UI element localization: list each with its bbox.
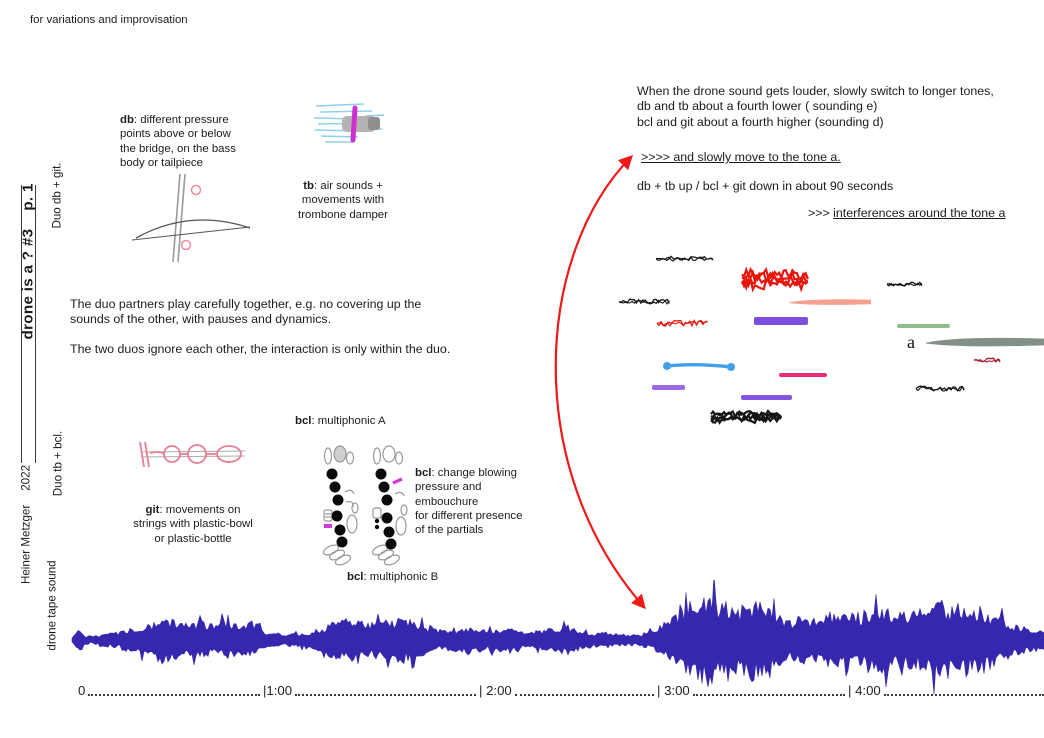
bcl-multiphonic-b-label: bcl: multiphonic B: [347, 570, 438, 584]
drone-tape-waveform: [71, 580, 1044, 695]
trombone-damper-sketch: [313, 103, 385, 143]
git-lead: git: [145, 504, 160, 517]
timeline-dots: [295, 694, 476, 696]
drone-louder-instruction: When the drone sound gets louder, slowly…: [637, 84, 994, 129]
timeline-tick-2: | 2:00: [479, 683, 512, 698]
db-text: : different pressure points above or bel…: [120, 114, 236, 169]
move-to-tone-a-instruction: >>>> and slowly move to the tone a.: [641, 150, 841, 164]
guitar-strings-sketch: [139, 441, 246, 468]
timeline-dots: [693, 694, 845, 696]
interferences-instruction: >>> interferences around the tone a: [808, 206, 1005, 221]
bcl-b-lead: bcl: [347, 571, 364, 583]
clarinet-fingering-chart-a: [322, 445, 359, 566]
timeline-tick-3: | 3:00: [657, 683, 690, 698]
timeline-dots: [515, 694, 654, 696]
ninety-seconds-instruction: db + tb up / bcl + git down in about 90 …: [637, 179, 894, 193]
damper-blob: [342, 116, 376, 132]
db-lead: db: [120, 114, 134, 127]
db-instruction: db: different pressure points above or b…: [120, 99, 255, 170]
damper-stroke: [350, 105, 358, 143]
git-instruction: git: movements on strings with plastic-b…: [127, 489, 259, 546]
duo-rules-2: The two duos ignore each other, the inte…: [70, 342, 451, 356]
tb-instruction: tb: air sounds + movements with trombone…: [283, 165, 403, 222]
bcl-a-text: : multiphonic A: [311, 415, 386, 427]
title-rule-left: [21, 185, 22, 463]
tb-lead: tb: [303, 180, 315, 193]
bcl-change-text: : change blowing pressure and embouchure…: [415, 467, 523, 537]
bcl-change-instruction: bcl: change blowing pressure and embouch…: [415, 452, 530, 537]
bcl-multiphonic-a-label: bcl: multiphonic A: [295, 414, 386, 428]
interferences-arrows: >>>: [808, 206, 834, 220]
git-text: : movements on strings with plastic-bowl…: [133, 504, 253, 545]
bcl-b-text: : multiphonic B: [363, 571, 439, 583]
timeline-tick-0: 0: [78, 683, 86, 698]
double-bass-sketch: [131, 173, 251, 263]
interferences-text: interferences around the tone a: [833, 206, 1006, 220]
timeline-tick-1: |1:00: [263, 683, 293, 698]
duo-rules-1: The duo partners play carefully together…: [70, 297, 422, 327]
timeline-dots: [884, 694, 1044, 696]
clarinet-fingering-chart-b: [371, 445, 408, 566]
timeline-dots: [88, 694, 260, 696]
timeline-tick-4: | 4:00: [848, 683, 881, 698]
title-rule-right: [35, 185, 36, 463]
tb-text: : air sounds + movements with trombone d…: [298, 180, 388, 221]
bcl-change-lead: bcl: [415, 467, 432, 480]
bcl-a-lead: bcl: [295, 415, 312, 427]
page-subtitle: for variations and improvisation: [30, 14, 188, 26]
